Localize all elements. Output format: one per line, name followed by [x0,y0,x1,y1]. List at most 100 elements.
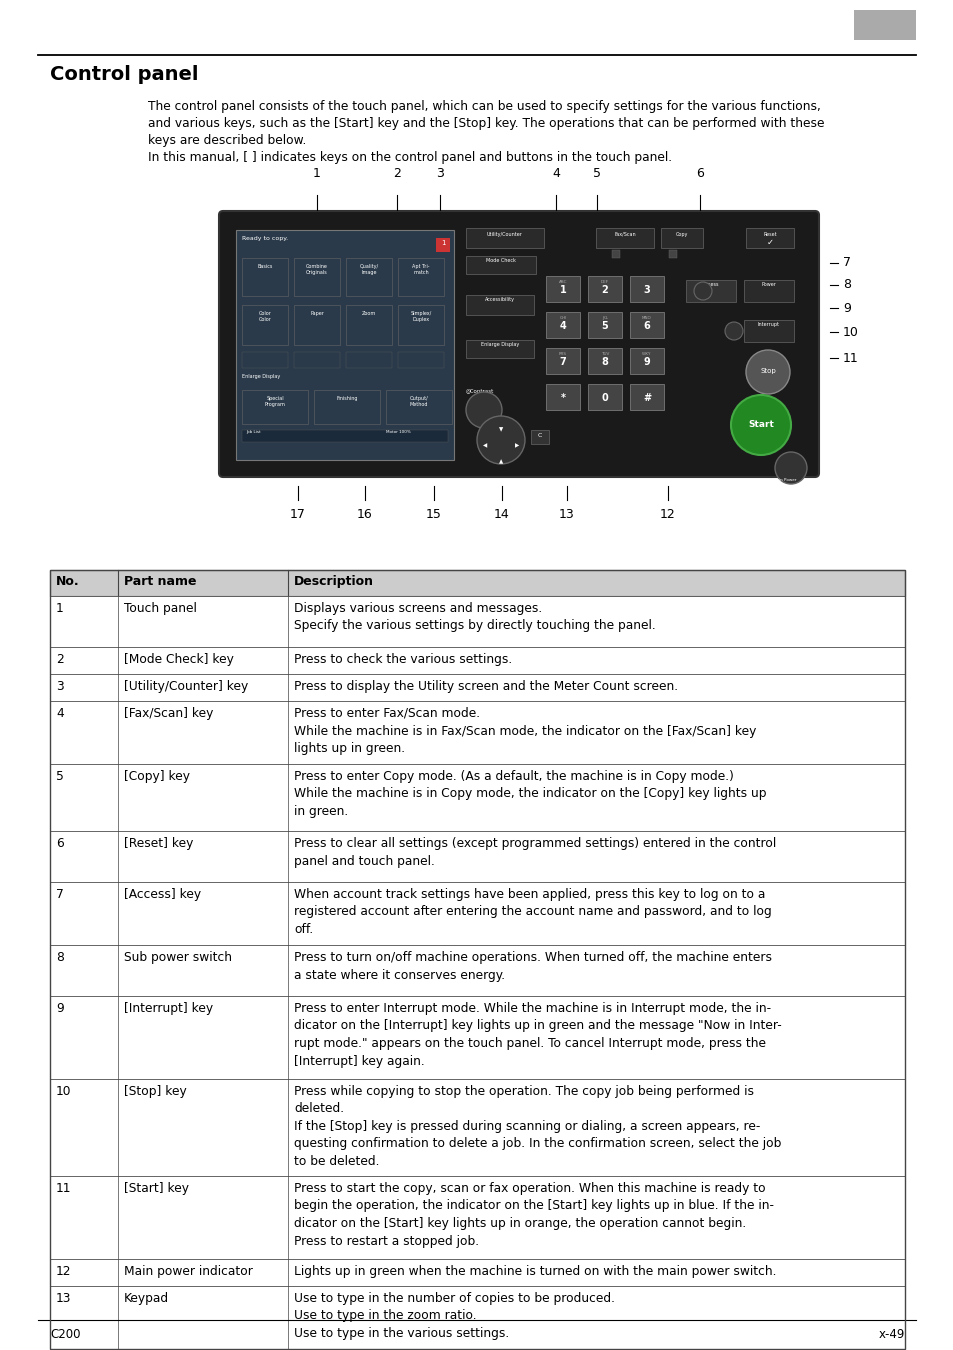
Text: 2: 2 [56,653,64,666]
Bar [346,258,392,296]
Bar [629,275,663,302]
Text: 5: 5 [593,167,600,180]
Text: Press to enter Copy mode. (As a default, the machine is in Copy mode.)
While the: Press to enter Copy mode. (As a default,… [294,769,765,818]
Text: [Interrupt] key: [Interrupt] key [124,1002,213,1015]
Bar [50,882,904,945]
Bar [50,701,904,764]
Text: Quality/
Image: Quality/ Image [359,265,378,275]
Text: PRS: PRS [558,352,566,356]
Bar [346,352,392,369]
Text: ✓: ✓ [765,238,773,247]
Bar [314,390,379,424]
Text: ABC: ABC [558,279,567,284]
Text: Part name: Part name [124,575,196,589]
Text: 10: 10 [56,1085,71,1098]
Text: 6: 6 [56,837,64,850]
Text: Copy: Copy [675,232,687,238]
Bar [235,230,454,460]
Text: Main power indicator: Main power indicator [124,1265,253,1278]
Text: Power: Power [760,282,776,288]
Bar [660,228,702,248]
Text: TUV: TUV [600,352,609,356]
Text: Keypad: Keypad [124,1292,169,1305]
Text: Press to clear all settings (except programmed settings) entered in the control
: Press to clear all settings (except prog… [294,837,776,868]
Text: Enlarge Display: Enlarge Display [480,342,518,347]
Bar [465,256,536,274]
Bar [50,1260,904,1287]
Text: 8: 8 [842,278,850,292]
Bar [612,250,619,258]
Text: 8: 8 [56,950,64,964]
Text: 13: 13 [56,1292,71,1305]
Text: 16: 16 [356,508,373,521]
Text: Press to turn on/off machine operations. When turned off, the machine enters
a s: Press to turn on/off machine operations.… [294,950,771,981]
Text: C: C [537,433,541,437]
Text: Paper: Paper [310,310,324,323]
Text: 13: 13 [558,508,575,521]
Text: [Access] key: [Access] key [124,888,201,900]
Circle shape [745,350,789,394]
Text: Enlarge Display: Enlarge Display [242,374,280,379]
Text: 6: 6 [643,321,650,331]
Text: MNO: MNO [641,316,651,320]
Text: 5: 5 [56,769,64,783]
Circle shape [730,396,790,455]
Bar [531,431,548,444]
Text: 1: 1 [440,240,445,246]
Bar [397,352,443,369]
Text: 0: 0 [601,393,608,404]
Bar [596,228,654,248]
Text: 1: 1 [56,602,64,616]
Text: [Mode Check] key: [Mode Check] key [124,653,233,666]
Text: ▼: ▼ [498,427,502,432]
Text: Accessibility: Accessibility [484,297,515,302]
Circle shape [774,452,806,485]
Bar [50,595,904,647]
Text: 7: 7 [842,256,850,270]
Bar [587,383,621,410]
Bar [386,390,452,424]
Text: 14: 14 [494,508,509,521]
Text: 3: 3 [436,167,443,180]
Text: 7: 7 [56,888,64,900]
Text: Press to enter Fax/Scan mode.
While the machine is in Fax/Scan mode, the indicat: Press to enter Fax/Scan mode. While the … [294,707,756,755]
Bar [397,305,443,346]
Text: 4: 4 [559,321,566,331]
Circle shape [476,416,524,464]
Text: Finishing: Finishing [335,396,357,401]
Text: Interrupt: Interrupt [758,323,780,327]
Bar [242,431,448,441]
Bar [50,996,904,1079]
Bar [50,832,904,882]
Text: ▶: ▶ [515,443,518,448]
Text: 15: 15 [426,508,441,521]
Circle shape [465,392,501,428]
Bar [743,279,793,302]
Text: Special
Program: Special Program [264,396,285,408]
Text: [Fax/Scan] key: [Fax/Scan] key [124,707,213,720]
Text: 7: 7 [559,356,566,367]
Text: Displays various screens and messages.
Specify the various settings by directly : Displays various screens and messages. S… [294,602,655,633]
Text: Basics: Basics [257,265,273,269]
Text: When account track settings have been applied, press this key to log on to a
reg: When account track settings have been ap… [294,888,771,936]
Bar [50,945,904,996]
Bar [50,570,904,595]
Text: Fax/Scan: Fax/Scan [614,232,635,238]
Text: C200: C200 [50,1328,80,1341]
Bar [668,250,677,258]
Text: [Start] key: [Start] key [124,1183,189,1195]
Bar [685,279,735,302]
Text: 8: 8 [601,356,608,367]
Text: Use to type in the number of copies to be produced.
Use to type in the zoom rati: Use to type in the number of copies to b… [294,1292,615,1341]
Text: Simplex/
Duplex: Simplex/ Duplex [410,310,431,323]
Bar [436,238,450,252]
Bar [242,305,288,346]
Text: [Utility/Counter] key: [Utility/Counter] key [124,680,248,693]
Text: 6: 6 [696,167,703,180]
Bar [242,390,308,424]
Bar [465,228,543,248]
Text: keys are described below.: keys are described below. [148,134,306,147]
Bar [853,9,915,40]
Text: 3: 3 [56,680,64,693]
Text: #: # [642,393,650,404]
